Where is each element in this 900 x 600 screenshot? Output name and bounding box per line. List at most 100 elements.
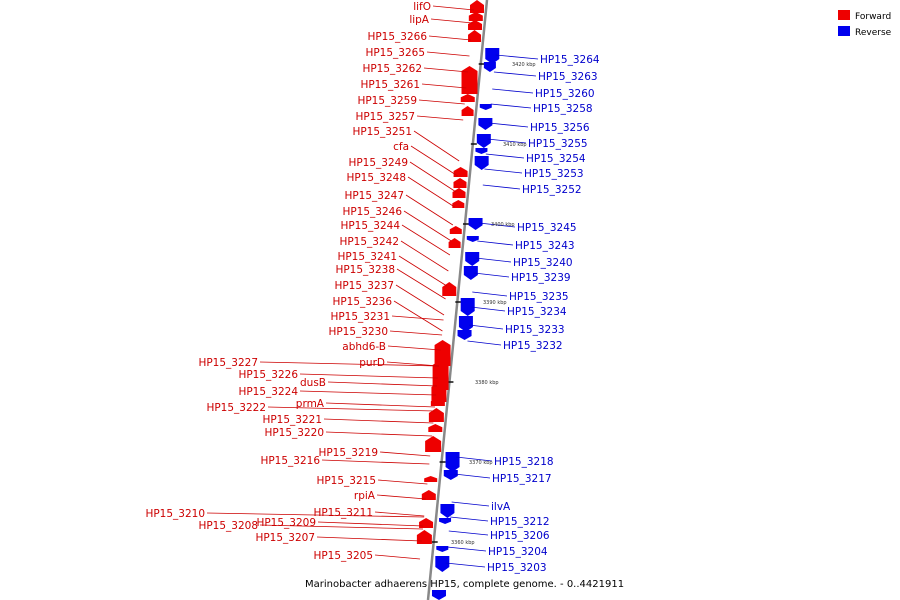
- gene-forward[interactable]: [430, 398, 445, 406]
- gene-label-forward[interactable]: HP15_3230: [328, 326, 388, 338]
- gene-forward[interactable]: [449, 226, 462, 234]
- gene-forward[interactable]: [431, 382, 447, 402]
- gene-forward[interactable]: [453, 167, 468, 177]
- gene-label-forward[interactable]: lipA: [409, 14, 429, 26]
- gene-label-forward[interactable]: HP15_3231: [330, 311, 390, 323]
- gene-forward[interactable]: [424, 476, 438, 482]
- gene-reverse[interactable]: [465, 252, 480, 266]
- gene-reverse[interactable]: [436, 546, 449, 552]
- gene-label-reverse[interactable]: HP15_3206: [490, 530, 550, 542]
- gene-label-forward[interactable]: HP15_3211: [313, 507, 373, 519]
- gene-reverse[interactable]: [439, 518, 452, 524]
- gene-label-reverse[interactable]: HP15_3212: [490, 516, 550, 528]
- gene-label-reverse[interactable]: HP15_3218: [494, 456, 554, 468]
- gene-label-reverse[interactable]: HP15_3204: [488, 546, 548, 558]
- gene-label-reverse[interactable]: HP15_3245: [517, 222, 577, 234]
- gene-label-forward[interactable]: HP15_3261: [360, 79, 420, 91]
- gene-label-forward[interactable]: HP15_3207: [255, 532, 315, 544]
- gene-reverse[interactable]: [478, 118, 493, 130]
- gene-label-forward[interactable]: HP15_3227: [198, 357, 258, 369]
- gene-label-forward[interactable]: HP15_3249: [348, 157, 408, 169]
- gene-reverse[interactable]: [445, 452, 460, 472]
- gene-label-reverse[interactable]: HP15_3264: [540, 54, 600, 66]
- gene-label-forward[interactable]: HP15_3221: [262, 414, 322, 426]
- gene-reverse[interactable]: [479, 104, 492, 110]
- gene-label-forward[interactable]: HP15_3241: [337, 251, 397, 263]
- gene-label-forward[interactable]: HP15_3215: [316, 475, 376, 487]
- gene-forward[interactable]: [416, 530, 432, 544]
- gene-forward[interactable]: [460, 94, 475, 102]
- gene-label-forward[interactable]: prmA: [296, 398, 325, 410]
- gene-label-reverse[interactable]: HP15_3256: [530, 122, 590, 134]
- gene-label-forward[interactable]: HP15_3216: [260, 455, 320, 467]
- gene-reverse[interactable]: [466, 236, 479, 242]
- gene-reverse[interactable]: [431, 590, 446, 600]
- gene-reverse[interactable]: [475, 148, 488, 154]
- gene-forward[interactable]: [468, 12, 483, 21]
- gene-label-reverse[interactable]: HP15_3258: [533, 103, 593, 115]
- gene-label-reverse[interactable]: HP15_3263: [538, 71, 598, 83]
- gene-forward[interactable]: [468, 20, 483, 30]
- gene-forward[interactable]: [428, 424, 443, 432]
- gene-label-forward[interactable]: lifO: [413, 1, 431, 13]
- gene-label-reverse[interactable]: HP15_3253: [524, 168, 584, 180]
- gene-label-reverse[interactable]: HP15_3203: [487, 562, 547, 574]
- gene-label-forward[interactable]: HP15_3210: [145, 508, 205, 520]
- gene-forward[interactable]: [432, 360, 449, 390]
- gene-forward[interactable]: [452, 200, 465, 208]
- gene-label-reverse[interactable]: ilvA: [491, 501, 511, 513]
- gene-reverse[interactable]: [474, 156, 489, 170]
- gene-label-forward[interactable]: HP15_3209: [256, 517, 316, 529]
- gene-reverse[interactable]: [458, 316, 473, 332]
- gene-forward[interactable]: [468, 30, 482, 42]
- gene-forward[interactable]: [470, 0, 484, 13]
- gene-reverse[interactable]: [463, 266, 478, 280]
- gene-label-forward[interactable]: HP15_3205: [313, 550, 373, 562]
- gene-label-reverse[interactable]: HP15_3217: [492, 473, 552, 485]
- gene-label-reverse[interactable]: HP15_3232: [503, 340, 563, 352]
- gene-forward[interactable]: [452, 188, 466, 198]
- gene-label-forward[interactable]: HP15_3219: [318, 447, 378, 459]
- gene-label-forward[interactable]: HP15_3246: [342, 206, 402, 218]
- gene-label-forward[interactable]: HP15_3248: [346, 172, 406, 184]
- gene-forward[interactable]: [461, 106, 474, 116]
- gene-forward[interactable]: [428, 408, 444, 422]
- gene-label-forward[interactable]: HP15_3224: [238, 386, 298, 398]
- gene-label-forward[interactable]: HP15_3251: [352, 126, 412, 138]
- gene-reverse[interactable]: [435, 556, 450, 572]
- gene-label-forward[interactable]: HP15_3247: [344, 190, 404, 202]
- gene-label-forward[interactable]: dusB: [300, 377, 326, 389]
- gene-label-forward[interactable]: HP15_3237: [334, 280, 394, 292]
- gene-forward[interactable]: [461, 66, 478, 94]
- gene-label-reverse[interactable]: HP15_3243: [515, 240, 575, 252]
- gene-label-reverse[interactable]: HP15_3254: [526, 153, 586, 165]
- gene-forward[interactable]: [421, 490, 436, 500]
- gene-reverse[interactable]: [485, 48, 500, 64]
- gene-reverse[interactable]: [468, 218, 483, 230]
- gene-forward[interactable]: [448, 238, 461, 248]
- gene-label-forward[interactable]: HP15_3222: [206, 402, 266, 414]
- gene-label-forward[interactable]: HP15_3257: [355, 111, 415, 123]
- gene-reverse[interactable]: [443, 470, 458, 480]
- gene-label-forward[interactable]: rpiA: [354, 490, 376, 502]
- gene-label-reverse[interactable]: HP15_3239: [511, 272, 571, 284]
- gene-forward[interactable]: [425, 436, 442, 452]
- gene-forward[interactable]: [453, 178, 467, 188]
- gene-label-forward[interactable]: HP15_3266: [367, 31, 427, 43]
- gene-label-forward[interactable]: HP15_3244: [340, 220, 400, 232]
- gene-label-reverse[interactable]: HP15_3255: [528, 138, 588, 150]
- gene-label-forward[interactable]: HP15_3262: [362, 63, 422, 75]
- gene-label-reverse[interactable]: HP15_3240: [513, 257, 573, 269]
- gene-label-forward[interactable]: HP15_3259: [357, 95, 417, 107]
- gene-label-forward[interactable]: HP15_3265: [365, 47, 425, 59]
- gene-label-reverse[interactable]: HP15_3235: [509, 291, 569, 303]
- gene-label-forward[interactable]: purD: [359, 357, 385, 369]
- gene-forward[interactable]: [419, 518, 434, 528]
- gene-reverse[interactable]: [476, 134, 491, 148]
- gene-label-reverse[interactable]: HP15_3234: [507, 306, 567, 318]
- gene-label-forward[interactable]: HP15_3242: [339, 236, 399, 248]
- gene-label-reverse[interactable]: HP15_3233: [505, 324, 565, 336]
- gene-label-forward[interactable]: HP15_3238: [335, 264, 395, 276]
- gene-label-forward[interactable]: abhd6-B: [342, 341, 386, 353]
- gene-label-forward[interactable]: HP15_3236: [332, 296, 392, 308]
